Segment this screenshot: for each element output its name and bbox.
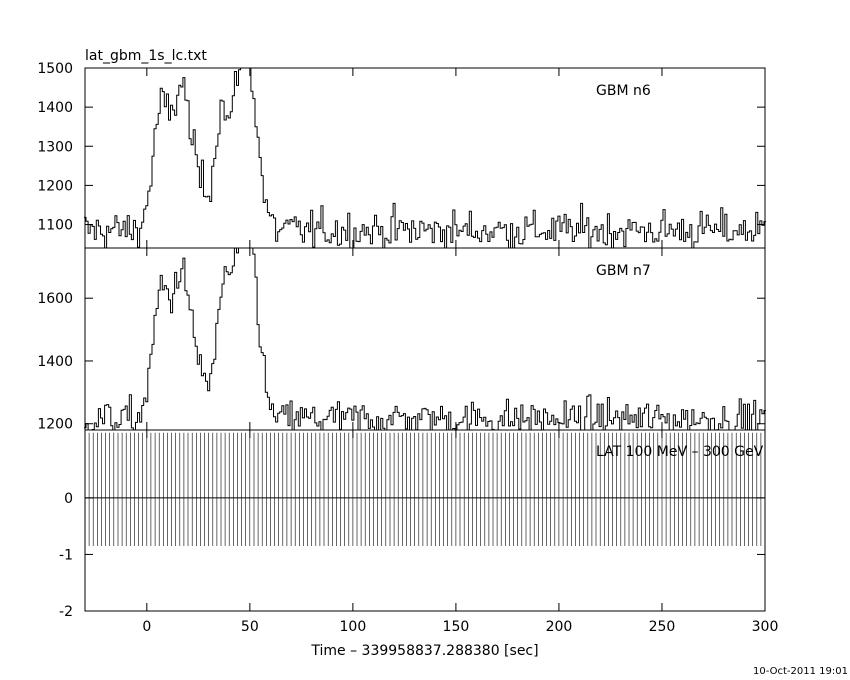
y-tick-label: 1400 xyxy=(37,354,73,370)
plot-title: lat_gbm_1s_lc.txt xyxy=(85,48,207,64)
panel-middle: 1200 1400 1600 GBM n7 xyxy=(37,247,766,433)
series-line-middle xyxy=(84,247,766,431)
y-tick-label: 1200 xyxy=(37,178,73,194)
timestamp: 10-Oct-2011 19:01 xyxy=(753,666,848,677)
x-tick-label: 50 xyxy=(241,619,259,635)
error-bars xyxy=(84,432,766,546)
series-label: GBM n7 xyxy=(596,263,651,279)
panel-frame-top xyxy=(84,67,766,249)
x-tick-label: 250 xyxy=(649,619,676,635)
y-tick-label: 1100 xyxy=(37,218,73,234)
series-label: LAT 100 MeV – 300 GeV xyxy=(596,444,764,460)
y-tick-label: 0 xyxy=(64,491,73,507)
y-tick-label: 1400 xyxy=(37,100,73,116)
x-tick-label: 200 xyxy=(546,619,573,635)
x-tick-label: 100 xyxy=(340,619,367,635)
x-tick-label: 150 xyxy=(443,619,470,635)
panel-top: 1100 1200 1300 1400 1500 GBM n6 xyxy=(37,61,766,249)
series-line-top xyxy=(84,67,766,249)
y-tick-label: 1500 xyxy=(37,61,73,77)
y-tick-label: -2 xyxy=(59,604,73,620)
series-label: GBM n6 xyxy=(596,83,651,99)
panel-frame-middle xyxy=(84,247,766,431)
y-tick-label: 1600 xyxy=(37,291,73,307)
x-tick-label: 0 xyxy=(142,619,151,635)
y-tick-label: 1200 xyxy=(37,417,73,433)
y-tick-label: -1 xyxy=(59,547,73,563)
x-tick-label: 300 xyxy=(752,619,779,635)
x-axis-label: Time – 339958837.288380 [sec] xyxy=(310,643,538,659)
y-tick-label: 1300 xyxy=(37,139,73,155)
panel-bottom: -2 -1 0 LAT 100 MeV – 300 GeV 0 50 100 150 200 25… xyxy=(59,429,779,659)
